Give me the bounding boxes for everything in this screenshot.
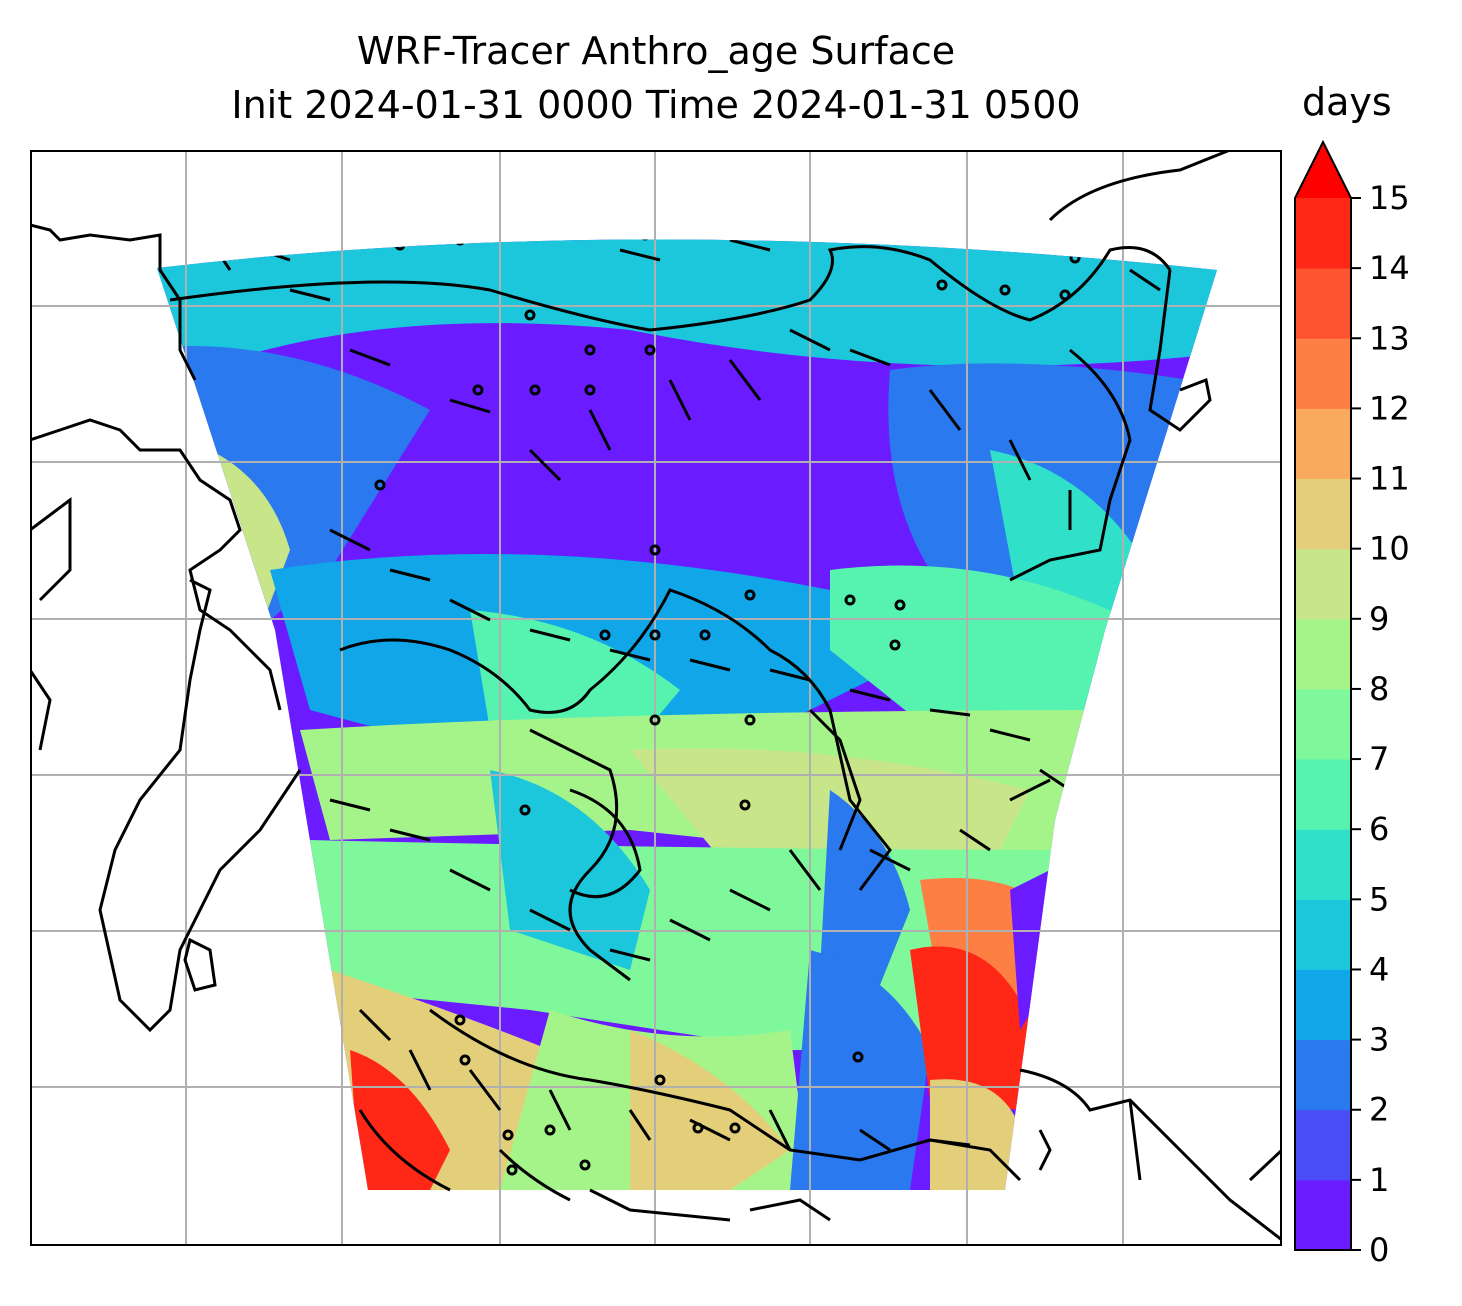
colorbar-tick-label: 9 <box>1369 600 1389 638</box>
tracer-age-field <box>157 239 1217 1191</box>
colorbar-tick-label: 2 <box>1369 1091 1389 1129</box>
map-panel <box>30 150 1282 1246</box>
colorbar-tick-label: 8 <box>1369 670 1389 708</box>
colorbar-tick-label: 0 <box>1369 1231 1389 1269</box>
colorbar-swatch <box>1295 338 1351 409</box>
colorbar-swatch <box>1295 408 1351 480</box>
colorbar-swatch <box>1295 759 1351 830</box>
colorbar-swatches <box>1294 140 1352 1251</box>
colorbar-swatch <box>1295 969 1351 1041</box>
gridlines <box>30 150 1282 1246</box>
colorbar-tick-label: 10 <box>1369 530 1410 568</box>
colorbar-tick-label: 12 <box>1369 389 1410 427</box>
colorbar-tick-label: 7 <box>1369 740 1389 778</box>
calm-wind-markers <box>374 239 1081 1176</box>
plot-title-line-2: Init 2024-01-31 0000 Time 2024-01-31 050… <box>231 83 1081 127</box>
colorbar-swatch <box>1295 1039 1351 1111</box>
colorbar-swatch <box>1295 899 1351 970</box>
colorbar-swatch <box>1295 268 1351 339</box>
colorbar-tick-label: 1 <box>1369 1161 1389 1199</box>
colorbar-tick-label: 4 <box>1369 950 1389 988</box>
colorbar-swatch <box>1295 829 1351 900</box>
colorbar-swatch <box>1295 1109 1351 1181</box>
colorbar-swatch <box>1295 1179 1351 1251</box>
colorbar-tick-label: 3 <box>1369 1021 1389 1059</box>
colorbar-tick-label: 5 <box>1369 880 1389 918</box>
colorbar-tick-label: 15 <box>1369 179 1410 217</box>
plot-title-line-1: WRF-Tracer Anthro_age Surface <box>356 29 956 73</box>
colorbar-tick-label: 13 <box>1369 319 1410 357</box>
colorbar-swatch <box>1295 688 1351 760</box>
colorbar-swatch <box>1295 478 1351 550</box>
colorbar-extend-arrow <box>1295 142 1351 198</box>
colorbar-swatch <box>1295 548 1351 620</box>
colorbar-outline <box>1294 140 1352 1251</box>
colorbar-tick-label: 14 <box>1369 249 1410 287</box>
colorbar-swatch <box>1295 198 1351 269</box>
colorbar-label: days <box>1302 80 1392 124</box>
colorbar-tick-label: 11 <box>1369 460 1410 498</box>
colorbar-tick-label: 6 <box>1369 810 1389 848</box>
colorbar-swatch <box>1295 618 1351 690</box>
